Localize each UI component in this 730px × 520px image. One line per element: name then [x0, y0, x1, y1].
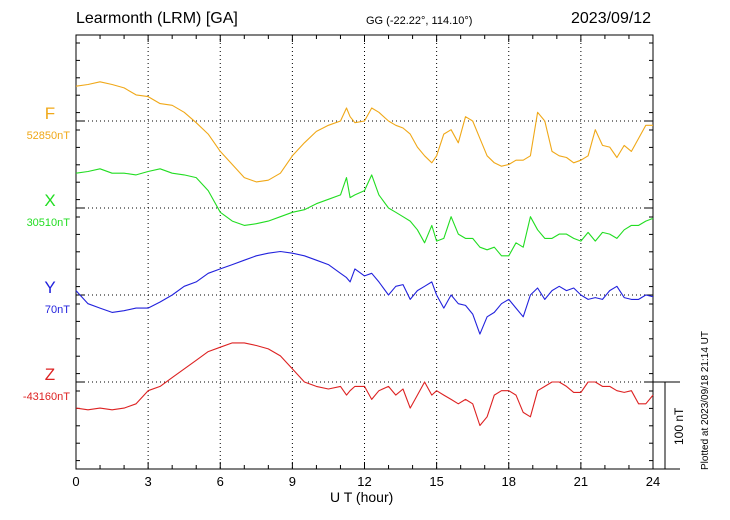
series-line-y: [75, 250, 654, 335]
x-tick-label: 15: [429, 474, 443, 489]
series-line-z: [75, 342, 654, 427]
series-letter-x: X: [44, 191, 55, 210]
x-tick-label: 12: [357, 474, 371, 489]
x-axis-label: U T (hour): [330, 489, 394, 505]
x-tick-label: 24: [646, 474, 660, 489]
x-tick-label: 0: [72, 474, 79, 489]
x-tick-label: 18: [502, 474, 516, 489]
series-line-x: [75, 168, 654, 257]
series-baseline-y: 70nT: [45, 304, 70, 316]
series-baseline-f: 52850nT: [27, 130, 71, 142]
series-letter-f: F: [45, 104, 55, 123]
geographic-coordinates: GG (-22.22°, 114.10°): [366, 15, 473, 27]
x-tick-label: 6: [217, 474, 224, 489]
x-tick-label: 9: [289, 474, 296, 489]
series-letter-y: Y: [44, 278, 55, 297]
chart-date: 2023/09/12: [571, 10, 652, 27]
series-letter-z: Z: [45, 365, 55, 384]
series-baseline-x: 30510nT: [27, 217, 71, 229]
series-line-f: [75, 81, 653, 183]
series-baseline-z: -43160nT: [23, 391, 70, 403]
station-title: Learmonth (LRM) [GA]: [76, 10, 238, 27]
x-tick-label: 21: [574, 474, 588, 489]
x-tick-label: 3: [145, 474, 152, 489]
